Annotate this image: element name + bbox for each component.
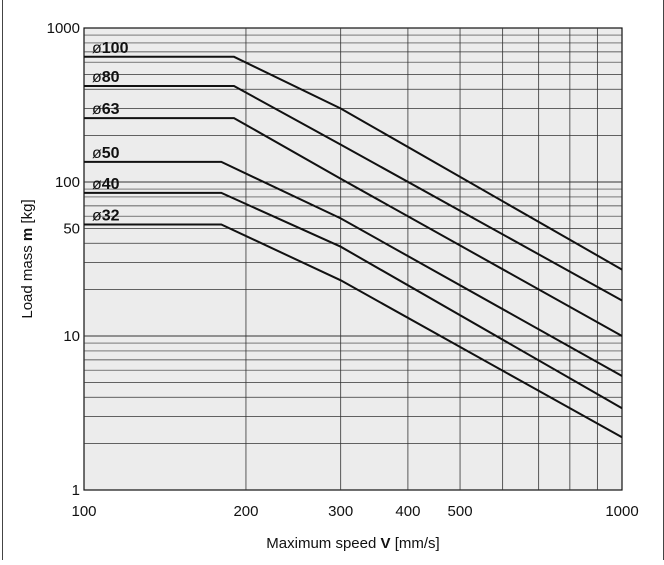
series-label-32: ø32	[92, 207, 120, 224]
plot-area	[83, 27, 623, 491]
series-line-80	[84, 85, 623, 302]
x-tick-300: 300	[328, 503, 353, 520]
y-tick-50: 50	[63, 220, 80, 237]
x-tick-1000: 1000	[605, 503, 638, 520]
series-line-50	[84, 160, 623, 377]
x-tick-200: 200	[233, 503, 258, 520]
series-label-80: ø80	[92, 69, 120, 86]
x-tick-500: 500	[448, 503, 473, 520]
series-labels: ø100 ø80 ø63 ø50 ø40 ø32	[92, 40, 129, 225]
series-line-32	[84, 223, 623, 439]
series-label-100: ø100	[92, 40, 129, 57]
y-axis-title: Load mass m [kg]	[19, 199, 36, 318]
y-tick-1000: 1000	[47, 20, 80, 37]
grid-lines	[84, 28, 622, 490]
x-tick-labels: 100 200 300 400 500 1000	[71, 503, 638, 520]
series-line-40	[84, 191, 623, 410]
y-tick-10: 10	[63, 328, 80, 345]
y-tick-1: 1	[72, 482, 80, 499]
series-line-63	[84, 117, 623, 337]
y-tick-100: 100	[55, 174, 80, 191]
y-tick-labels: 1 10 50 100 1000	[47, 20, 80, 499]
series-label-40: ø40	[92, 176, 120, 193]
x-tick-100: 100	[71, 503, 96, 520]
series-line-100	[84, 55, 623, 271]
series-label-50: ø50	[92, 145, 120, 162]
x-tick-400: 400	[395, 503, 420, 520]
series-label-63: ø63	[92, 101, 120, 118]
x-axis-title: Maximum speed V [mm/s]	[266, 535, 439, 552]
series-lines	[84, 55, 623, 439]
